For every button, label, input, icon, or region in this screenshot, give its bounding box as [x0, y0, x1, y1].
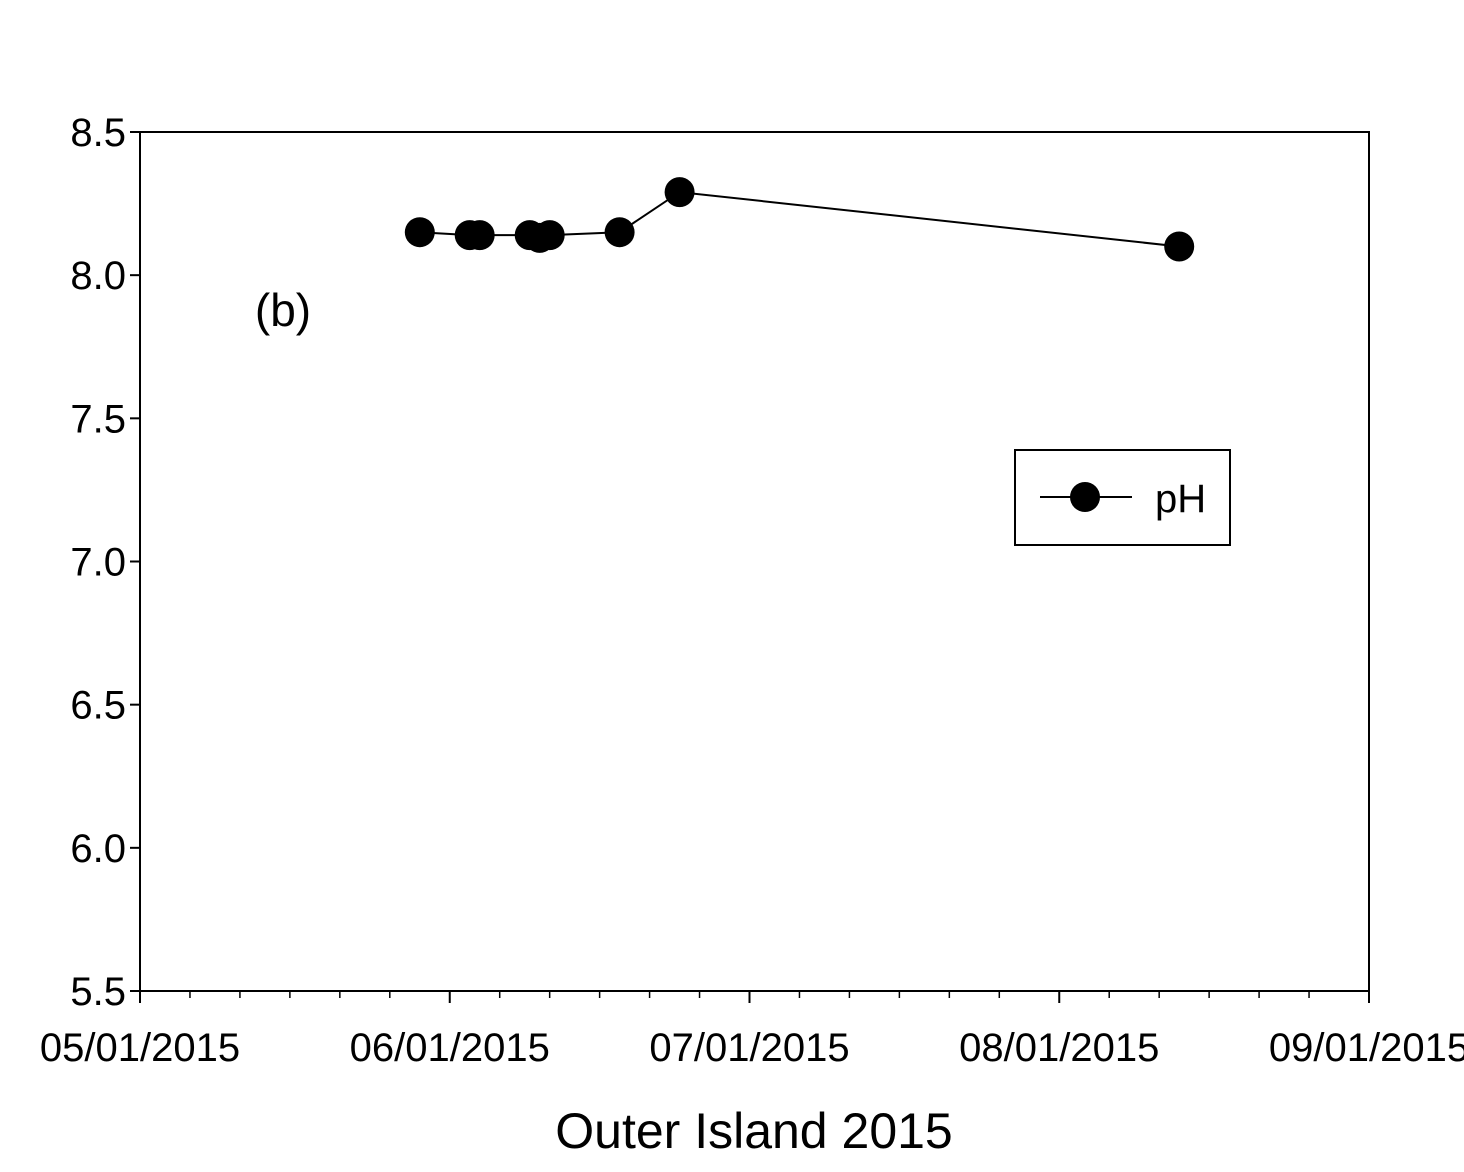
- data-point: [604, 217, 635, 248]
- x-tick-label: 07/01/2015: [649, 1026, 849, 1070]
- y-tick-label: 5.5: [70, 970, 126, 1014]
- y-tick-label: 8.0: [70, 254, 126, 298]
- legend: pH: [1014, 449, 1231, 546]
- x-axis-label: Outer Island 2015: [555, 1103, 953, 1159]
- legend-marker: [1070, 482, 1100, 512]
- y-tick-label: 6.0: [70, 827, 126, 871]
- data-point: [534, 220, 565, 251]
- y-tick-label: 7.0: [70, 541, 126, 585]
- series-layer: [404, 177, 1195, 262]
- data-point: [664, 177, 695, 208]
- x-tick-label: 06/01/2015: [350, 1026, 550, 1070]
- y-tick-label: 7.5: [70, 397, 126, 441]
- data-point: [464, 220, 495, 251]
- plot-frame: [139, 131, 1370, 992]
- data-point: [404, 217, 435, 248]
- panel-annotation: (b): [255, 284, 311, 336]
- x-axis: 05/01/2015 06/01/2015 07/01/2015 08/01/2015…: [40, 991, 1464, 1070]
- y-tick-label: 8.5: [70, 111, 126, 155]
- x-tick-label: 08/01/2015: [959, 1026, 1159, 1070]
- x-tick-label: 09/01/2015: [1269, 1026, 1464, 1070]
- data-point: [1164, 231, 1195, 262]
- y-tick-label: 6.5: [70, 684, 126, 728]
- y-axis: 5.5 6.0 6.5 7.0 7.5 8.0 8.5: [70, 111, 140, 1014]
- legend-label: pH: [1155, 477, 1206, 521]
- x-tick-label: 05/01/2015: [40, 1026, 240, 1070]
